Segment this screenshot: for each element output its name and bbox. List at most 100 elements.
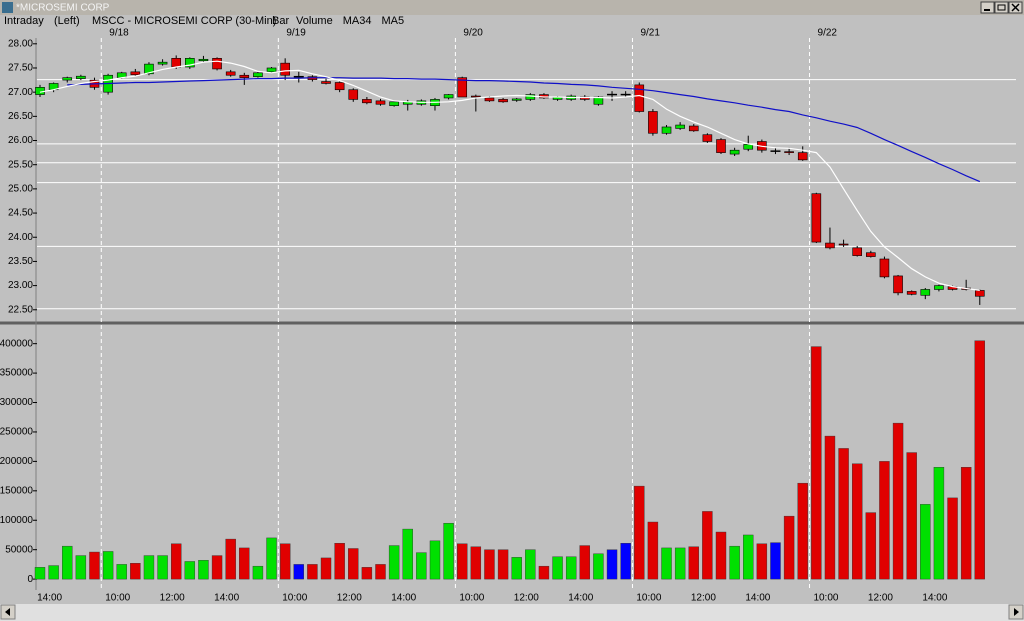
candle-body	[389, 101, 399, 107]
volume-bar	[593, 553, 604, 580]
date-label: 9/22	[818, 28, 838, 39]
volume-bar	[511, 557, 522, 580]
volume-bar	[906, 452, 917, 580]
volume-bar	[824, 435, 836, 580]
candle-body	[484, 97, 495, 102]
volume-bar	[538, 565, 550, 580]
y-tick-label: 27.00	[8, 87, 33, 98]
volume-bar	[334, 543, 345, 580]
y-tick-label: 400000	[0, 338, 33, 349]
y-tick-label: 200000	[0, 456, 33, 467]
restore-button[interactable]	[994, 1, 1009, 14]
candle-body	[716, 139, 726, 153]
volume-bar	[443, 522, 454, 580]
candle-body	[838, 243, 849, 246]
volume-bar	[34, 567, 46, 580]
candle-body	[511, 98, 522, 101]
x-tick-label: 10:00	[282, 593, 307, 604]
y-tick-label: 22.50	[8, 304, 33, 315]
volume-bar	[647, 521, 659, 580]
candle-body	[893, 275, 903, 294]
candle-body	[171, 58, 181, 68]
candle-body	[525, 94, 536, 100]
window-buttons[interactable]	[980, 1, 1023, 14]
volume-bar	[388, 545, 400, 580]
volume-bar	[184, 561, 196, 580]
volume-bar	[879, 461, 890, 580]
window-title: *MICROSEMI CORP	[16, 3, 110, 14]
volume-bar	[620, 543, 631, 580]
scroll-left-arrow	[5, 608, 10, 616]
x-tick-label: 14:00	[391, 593, 416, 604]
y-tick-label: 0	[27, 574, 33, 585]
volume-bar	[715, 531, 727, 580]
volume-bar	[811, 346, 822, 580]
minimize-button[interactable]	[980, 1, 995, 14]
x-tick-label: 12:00	[691, 593, 716, 604]
candle-body	[825, 242, 835, 249]
candle-body	[348, 89, 359, 100]
legend-entry: MA5	[381, 15, 404, 27]
volume-bar	[307, 564, 318, 580]
volume-bar	[266, 537, 277, 580]
candle-body	[144, 63, 154, 75]
scrollbar[interactable]	[0, 604, 1024, 621]
volume-bar	[116, 564, 127, 580]
y-tick-label: 28.00	[8, 38, 33, 49]
candle-body	[321, 81, 331, 84]
volume-bar	[239, 547, 250, 580]
candle-body	[157, 61, 168, 65]
volume-bar	[783, 515, 795, 580]
candle-body	[634, 84, 645, 112]
y-tick-label: 25.00	[8, 184, 33, 195]
volume-bar	[852, 463, 863, 580]
volume-bar	[375, 564, 386, 580]
x-tick-label: 10:00	[459, 593, 484, 604]
moving-average-line	[67, 77, 981, 183]
y-tick-label: 250000	[0, 427, 33, 438]
y-tick-label: 23.00	[8, 280, 33, 291]
date-label: 9/21	[640, 28, 660, 39]
volume-bar	[960, 467, 972, 580]
x-tick-label: 12:00	[868, 593, 893, 604]
volume-bar	[865, 512, 877, 580]
x-tick-label: 14:00	[37, 593, 62, 604]
volume-bar	[770, 542, 781, 580]
y-tick-label: 23.50	[8, 256, 33, 267]
volume-bar	[497, 549, 509, 580]
volume-bar	[143, 555, 155, 580]
window-icon	[2, 2, 13, 13]
candle-body	[811, 193, 822, 243]
volume-bar	[457, 543, 468, 580]
candle-body	[866, 252, 876, 257]
moving-average-line	[39, 60, 980, 291]
x-tick-label: 14:00	[214, 593, 239, 604]
volume-bar	[102, 551, 114, 580]
volume-bar	[429, 540, 441, 580]
y-tick-label: 26.50	[8, 111, 33, 122]
volume-bar	[525, 549, 536, 580]
volume-bar	[416, 552, 427, 580]
volume-bar	[402, 528, 413, 580]
y-tick-label: 100000	[0, 515, 33, 526]
volume-bar	[252, 565, 264, 580]
volume-bar	[933, 467, 945, 580]
volume-bar	[198, 560, 209, 580]
candle-body	[688, 125, 699, 132]
volume-bar	[634, 485, 645, 580]
volume-bar	[48, 565, 59, 580]
candle-body	[675, 124, 685, 129]
y-tick-label: 50000	[5, 544, 33, 555]
legend-entry: Volume	[296, 15, 333, 27]
candle-body	[974, 290, 985, 297]
volume-bar	[484, 549, 495, 580]
candle-body	[920, 289, 931, 296]
x-tick-label: 12:00	[514, 593, 539, 604]
volume-bar	[756, 543, 768, 580]
date-label: 9/20	[463, 28, 483, 39]
x-tick-label: 14:00	[745, 593, 770, 604]
y-tick-label: 300000	[0, 397, 33, 408]
x-tick-label: 14:00	[922, 593, 947, 604]
volume-bar	[211, 555, 223, 580]
